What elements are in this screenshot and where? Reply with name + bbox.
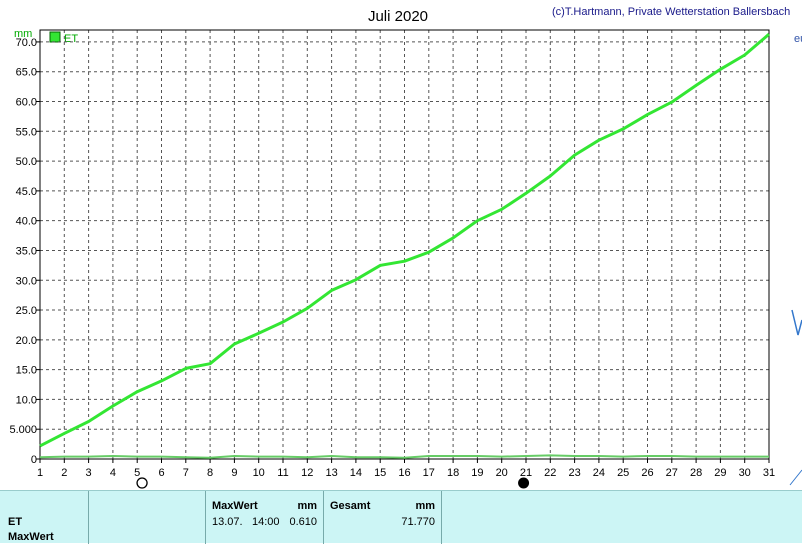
y-axis-unit: mm bbox=[14, 28, 32, 40]
x-tick-label: 19 bbox=[471, 467, 483, 479]
x-tick-label: 10 bbox=[253, 467, 265, 479]
gesamt-header: Gesamt bbox=[330, 500, 371, 512]
x-tick-label: 8 bbox=[207, 467, 213, 479]
x-tick-label: 21 bbox=[520, 467, 532, 479]
maxwert-header: MaxWert bbox=[212, 500, 258, 512]
x-tick-label: 23 bbox=[568, 467, 580, 479]
series-layer bbox=[39, 33, 770, 459]
y-tick-label: 30.0 bbox=[16, 275, 37, 287]
x-tick-label: 22 bbox=[544, 467, 556, 479]
y-tick-label: 40.0 bbox=[16, 216, 37, 228]
x-tick-label: 26 bbox=[641, 467, 653, 479]
y-tick-label: 10.0 bbox=[16, 394, 37, 406]
y-tick-label: 20.0 bbox=[16, 335, 37, 347]
gesamt-unit: mm bbox=[415, 500, 435, 512]
x-tick-label: 6 bbox=[158, 467, 164, 479]
x-tick-label: 2 bbox=[61, 467, 67, 479]
y-tick-label: 45.0 bbox=[16, 186, 37, 198]
moon-phases bbox=[136, 477, 530, 489]
y-tick-label: 70.0 bbox=[16, 37, 37, 49]
summary-footer: ET MaxWert MaxWert mm 13.07. 14:00 0.610… bbox=[0, 490, 802, 544]
y-tick-label: 60.0 bbox=[16, 97, 37, 109]
series-line-et bbox=[39, 33, 770, 448]
gesamt-value: 71.770 bbox=[401, 516, 435, 528]
maxwert-time: 14:00 bbox=[252, 516, 280, 528]
x-tick-label: 7 bbox=[183, 467, 189, 479]
x-tick-label: 31 bbox=[763, 467, 775, 479]
y-tick-label: 5.000 bbox=[9, 424, 37, 436]
grid bbox=[40, 30, 769, 459]
y-tick-label: 35.0 bbox=[16, 245, 37, 257]
x-tick-label: 30 bbox=[739, 467, 751, 479]
legend-swatch bbox=[49, 31, 61, 43]
maxwert-date: 13.07. bbox=[212, 516, 243, 528]
x-tick-label: 29 bbox=[714, 467, 726, 479]
y-axis-ticks: 0 5.000 10.0 15.0 20.0 25.0 30.0 35.0 40.0 45.0 50… bbox=[9, 37, 40, 466]
x-tick-label: 5 bbox=[134, 467, 140, 479]
footer-empty-cell bbox=[89, 491, 206, 544]
x-tick-label: 9 bbox=[231, 467, 237, 479]
chart-title: Juli 2020 bbox=[368, 8, 428, 25]
x-tick-label: 4 bbox=[110, 467, 116, 479]
copyright-text: (c)T.Hartmann, Private Wetterstation Bal… bbox=[552, 6, 790, 18]
y-tick-label: 65.0 bbox=[16, 67, 37, 79]
clipped-neighbor-line bbox=[791, 309, 802, 336]
x-tick-label: 12 bbox=[301, 467, 313, 479]
x-tick-label: 16 bbox=[398, 467, 410, 479]
maxwert-value: 0.610 bbox=[289, 516, 317, 528]
full-moon-icon bbox=[136, 477, 148, 489]
plot-frame bbox=[39, 29, 770, 460]
footer-gesamt-cell: Gesamt mm 71.770 bbox=[324, 491, 442, 544]
footer-label-cell: ET MaxWert bbox=[0, 491, 89, 544]
x-tick-label: 27 bbox=[666, 467, 678, 479]
x-tick-label: 13 bbox=[325, 467, 337, 479]
chart: Juli 2020 (c)T.Hartmann, Private Wetters… bbox=[9, 6, 802, 489]
footer-row-et: ET bbox=[8, 516, 23, 528]
footer-maxwert-cell: MaxWert mm 13.07. 14:00 0.610 bbox=[206, 491, 324, 544]
new-moon-icon bbox=[518, 477, 530, 489]
x-tick-label: 20 bbox=[496, 467, 508, 479]
y-tick-label: 25.0 bbox=[16, 305, 37, 317]
x-tick-label: 24 bbox=[593, 467, 605, 479]
x-tick-label: 14 bbox=[350, 467, 362, 479]
x-tick-label: 15 bbox=[374, 467, 386, 479]
y-tick-label: 15.0 bbox=[16, 365, 37, 377]
y-tick-label: 55.0 bbox=[16, 126, 37, 138]
maxwert-unit: mm bbox=[297, 500, 317, 512]
x-axis-ticks: 1 2 3 4 5 6 7 8 9 10 11 12 13 14 15 16 17 18 19 20 21 22 23 24 2… bbox=[37, 459, 775, 479]
legend-label: ET bbox=[64, 33, 78, 45]
series-line-low bbox=[39, 454, 769, 459]
footer-row-maxwert: MaxWert bbox=[8, 531, 54, 543]
x-tick-label: 28 bbox=[690, 467, 702, 479]
x-tick-label: 25 bbox=[617, 467, 629, 479]
x-tick-label: 18 bbox=[447, 467, 459, 479]
x-tick-label: 17 bbox=[423, 467, 435, 479]
y-tick-label: 50.0 bbox=[16, 156, 37, 168]
x-tick-label: 1 bbox=[37, 467, 43, 479]
x-tick-label: 3 bbox=[86, 467, 92, 479]
clipped-neighbor-label: eu bbox=[794, 33, 802, 45]
clipped-neighbor-line-2 bbox=[789, 469, 802, 486]
x-tick-label: 11 bbox=[277, 467, 288, 479]
y-tick-label: 0 bbox=[31, 454, 37, 466]
